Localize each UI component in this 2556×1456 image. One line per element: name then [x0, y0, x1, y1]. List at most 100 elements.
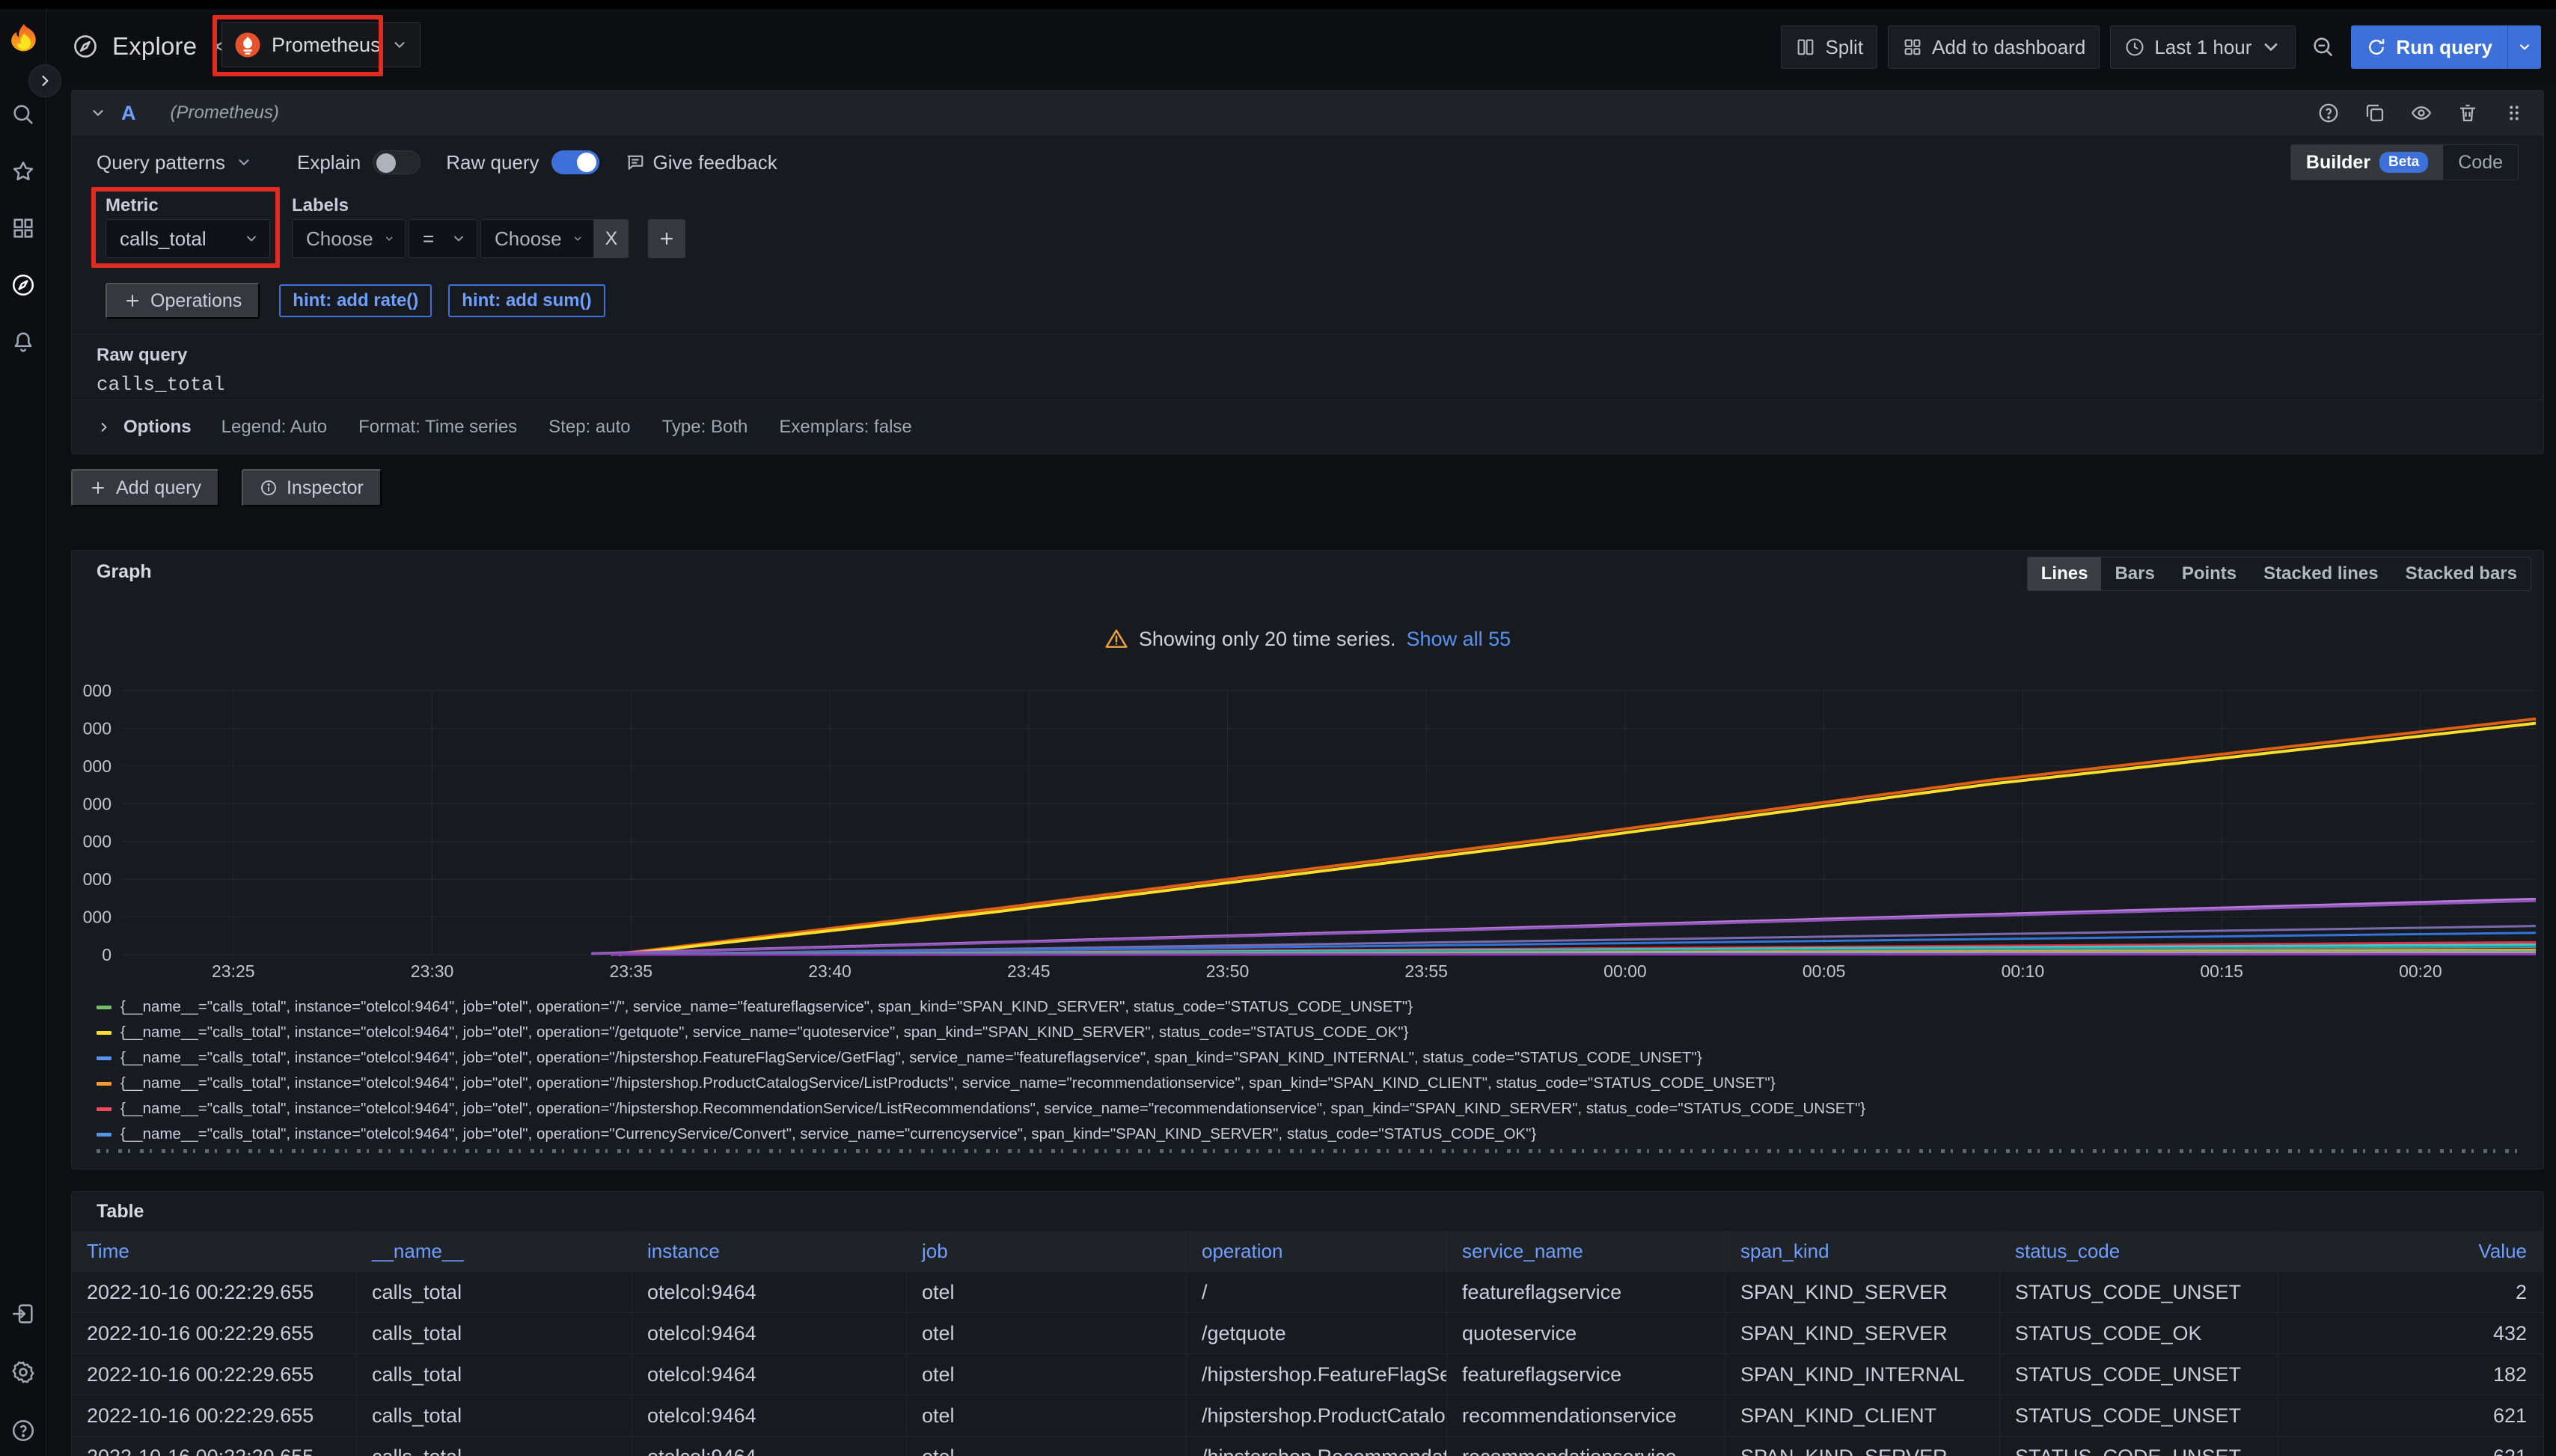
raw-query-toggle-label: Raw query — [446, 151, 539, 174]
explain-toggle[interactable] — [373, 150, 421, 174]
add-label-filter-button[interactable] — [648, 219, 685, 258]
apps-icon[interactable] — [10, 215, 36, 241]
column-header-service-name[interactable]: service_name — [1446, 1231, 1725, 1271]
table-cell: 2022-10-16 00:22:29.655 — [72, 1354, 356, 1395]
add-query-button[interactable]: Add query — [71, 469, 219, 507]
table-cell: 2022-10-16 00:22:29.655 — [72, 1313, 356, 1353]
refresh-icon — [2366, 37, 2387, 58]
column-header-operation[interactable]: operation — [1186, 1231, 1446, 1271]
legend-swatch — [97, 1082, 111, 1086]
hint-button-0[interactable]: hint: add rate() — [279, 284, 432, 317]
svg-text:23:45: 23:45 — [1007, 961, 1051, 981]
label-value-select[interactable]: Choose — [480, 219, 594, 258]
chevron-down-icon — [384, 231, 394, 246]
table-cell: calls_total — [356, 1395, 632, 1436]
graph-mode-points[interactable]: Points — [2168, 557, 2250, 590]
svg-text:00:00: 00:00 — [1603, 961, 1647, 981]
graph-mode-stacked-lines[interactable]: Stacked lines — [2250, 557, 2391, 590]
legend-item-2[interactable]: {__name__="calls_total", instance="otelc… — [97, 1045, 2531, 1071]
option-summary-2: Step: auto — [548, 417, 630, 438]
search-icon[interactable] — [10, 102, 36, 127]
graph-mode-bars[interactable]: Bars — [2101, 557, 2168, 590]
star-icon[interactable] — [10, 159, 36, 184]
column-header-time[interactable]: Time — [72, 1231, 356, 1271]
raw-query-label: Raw query — [97, 345, 2519, 366]
graph-mode-stacked-bars[interactable]: Stacked bars — [2392, 557, 2531, 590]
option-summary-4: Exemplars: false — [779, 417, 911, 438]
time-range-button[interactable]: Last 1 hour — [2110, 25, 2296, 69]
label-key-placeholder: Choose — [306, 227, 373, 251]
column-header---name--[interactable]: __name__ — [356, 1231, 632, 1271]
sidebar-expand-button[interactable] — [28, 64, 61, 97]
query-editor-panel: A (Prometheus) — [71, 90, 2544, 454]
options-collapse[interactable]: Options — [97, 417, 192, 438]
column-header-span-kind[interactable]: span_kind — [1725, 1231, 1999, 1271]
give-feedback-link[interactable]: Give feedback — [625, 151, 777, 174]
table-cell: /hipstershop.ProductCatalogS... — [1186, 1395, 1446, 1436]
query-row-header[interactable]: A (Prometheus) — [72, 91, 2543, 135]
add-to-dashboard-label: Add to dashboard — [1932, 36, 2085, 59]
svg-text:00:10: 00:10 — [2002, 961, 2045, 981]
label-operator-select[interactable]: = — [409, 219, 477, 258]
show-all-series-link[interactable]: Show all 55 — [1407, 628, 1511, 651]
time-series-chart[interactable]: 0200040006000800010000120001400023:2523:… — [83, 667, 2545, 988]
raw-query-toggle[interactable] — [551, 150, 599, 174]
tab-builder[interactable]: Builder Beta — [2291, 145, 2443, 180]
table-cell: STATUS_CODE_UNSET — [1999, 1354, 2278, 1395]
table-cell: SPAN_KIND_SERVER — [1725, 1272, 1999, 1312]
column-header-status-code[interactable]: status_code — [1999, 1231, 2278, 1271]
legend-item-5[interactable]: {__name__="calls_total", instance="otelc… — [97, 1122, 2531, 1147]
tab-code[interactable]: Code — [2443, 145, 2518, 180]
table-cell: otelcol:9464 — [632, 1354, 906, 1395]
svg-text:23:30: 23:30 — [411, 961, 454, 981]
column-header-value[interactable]: Value — [2278, 1231, 2543, 1271]
legend-item-0[interactable]: {__name__="calls_total", instance="otelc… — [97, 994, 2531, 1020]
remove-label-filter-button[interactable]: X — [594, 219, 629, 258]
delete-query-trash-icon[interactable] — [2456, 102, 2479, 124]
hint-button-1[interactable]: hint: add sum() — [448, 284, 605, 317]
hide-query-eye-icon[interactable] — [2410, 102, 2433, 124]
grafana-logo[interactable] — [6, 21, 42, 57]
legend-item-1[interactable]: {__name__="calls_total", instance="otelc… — [97, 1020, 2531, 1045]
zoom-out-icon — [2311, 34, 2336, 60]
graph-mode-lines[interactable]: Lines — [2028, 557, 2102, 590]
explore-icon[interactable] — [10, 272, 36, 298]
split-button[interactable]: Split — [1781, 25, 1877, 69]
page-title: Explore — [112, 32, 197, 61]
table-cell: otel — [906, 1395, 1186, 1436]
legend-label: {__name__="calls_total", instance="otelc… — [120, 1074, 1776, 1092]
query-patterns-dropdown[interactable]: Query patterns — [97, 151, 252, 174]
add-to-dashboard-button[interactable]: Add to dashboard — [1888, 25, 2100, 69]
svg-text:0: 0 — [102, 945, 111, 964]
raw-query-value: calls_total — [97, 373, 2519, 396]
help-circle-icon[interactable] — [2317, 102, 2340, 124]
labels-label: Labels — [292, 195, 349, 216]
legend-item-3[interactable]: {__name__="calls_total", instance="otelc… — [97, 1071, 2531, 1096]
inspector-button[interactable]: Inspector — [242, 469, 382, 507]
gear-icon[interactable] — [10, 1359, 36, 1385]
drag-handle-icon[interactable] — [2503, 102, 2525, 124]
svg-text:12000: 12000 — [83, 718, 111, 738]
operations-button[interactable]: Operations — [106, 283, 260, 319]
chevron-down-icon — [244, 231, 259, 246]
duplicate-query-icon[interactable] — [2364, 102, 2386, 124]
column-header-job[interactable]: job — [906, 1231, 1186, 1271]
chevron-down-icon — [2260, 37, 2281, 58]
table-cell: otelcol:9464 — [632, 1313, 906, 1353]
zoom-out-time-button[interactable] — [2306, 25, 2341, 69]
column-header-instance[interactable]: instance — [632, 1231, 906, 1271]
bell-icon[interactable] — [10, 329, 36, 355]
legend-item-4[interactable]: {__name__="calls_total", instance="otelc… — [97, 1096, 2531, 1122]
help-icon[interactable] — [10, 1418, 36, 1443]
label-key-select[interactable]: Choose — [292, 219, 406, 258]
run-query-dropdown[interactable] — [2507, 25, 2541, 69]
legend-swatch — [97, 1056, 111, 1060]
chart-series-series-15 — [611, 954, 2536, 955]
table-cell: otelcol:9464 — [632, 1395, 906, 1436]
metric-select[interactable]: calls_total — [106, 219, 270, 258]
signin-icon[interactable] — [10, 1301, 36, 1327]
datasource-picker[interactable]: Prometheus — [221, 22, 421, 67]
run-query-button[interactable]: Run query — [2351, 25, 2541, 69]
svg-text:23:25: 23:25 — [212, 961, 255, 981]
code-tab-label: Code — [2458, 152, 2503, 174]
